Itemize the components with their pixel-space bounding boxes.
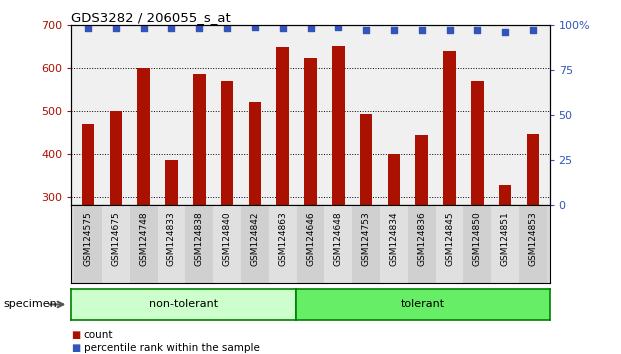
Bar — [269, 205, 297, 283]
Bar — [415, 135, 428, 205]
Point — [389, 27, 399, 33]
Text: GSM124845: GSM124845 — [445, 212, 454, 266]
Bar — [527, 133, 539, 205]
Bar — [102, 205, 130, 283]
Point — [222, 25, 232, 31]
Text: GSM124748: GSM124748 — [139, 212, 148, 266]
Bar — [388, 154, 400, 205]
Bar — [130, 205, 158, 283]
Bar — [471, 81, 484, 205]
Text: GSM124838: GSM124838 — [195, 212, 204, 266]
Bar — [324, 205, 352, 283]
Bar — [360, 114, 373, 205]
Text: count: count — [84, 330, 114, 339]
Point — [194, 25, 204, 31]
Text: non-tolerant: non-tolerant — [150, 299, 219, 309]
Text: GSM124753: GSM124753 — [361, 212, 371, 266]
Bar — [248, 102, 261, 205]
Bar — [352, 205, 380, 283]
Bar — [463, 205, 491, 283]
Bar — [408, 205, 435, 283]
Text: GSM124850: GSM124850 — [473, 212, 482, 266]
Text: ■: ■ — [71, 343, 81, 353]
Point — [278, 25, 288, 31]
Text: GSM124833: GSM124833 — [167, 212, 176, 266]
Text: GSM124842: GSM124842 — [250, 212, 260, 266]
Point — [306, 25, 315, 31]
Bar — [193, 74, 206, 205]
Bar — [380, 205, 408, 283]
Text: GSM124853: GSM124853 — [528, 212, 537, 266]
Bar — [304, 58, 317, 205]
Bar — [276, 47, 289, 205]
Bar — [332, 46, 345, 205]
Text: GSM124646: GSM124646 — [306, 212, 315, 266]
Point — [138, 25, 148, 31]
Text: GSM124834: GSM124834 — [389, 212, 399, 266]
Text: GSM124836: GSM124836 — [417, 212, 426, 266]
Text: GDS3282 / 206055_s_at: GDS3282 / 206055_s_at — [71, 11, 231, 24]
Bar — [158, 205, 186, 283]
Text: GSM124675: GSM124675 — [111, 212, 120, 266]
Bar — [82, 124, 94, 205]
Bar — [435, 205, 463, 283]
Point — [417, 27, 427, 33]
Point — [445, 27, 455, 33]
Point — [111, 25, 121, 31]
Bar — [213, 205, 241, 283]
Text: tolerant: tolerant — [401, 299, 445, 309]
Text: GSM124575: GSM124575 — [84, 212, 93, 266]
Point — [250, 24, 260, 29]
Bar — [74, 205, 102, 283]
Text: percentile rank within the sample: percentile rank within the sample — [84, 343, 260, 353]
Bar — [443, 51, 456, 205]
Point — [333, 24, 343, 29]
Text: GSM124648: GSM124648 — [334, 212, 343, 266]
Text: GSM124863: GSM124863 — [278, 212, 287, 266]
Point — [166, 25, 176, 31]
Point — [361, 27, 371, 33]
Bar — [297, 205, 324, 283]
Bar — [110, 111, 122, 205]
Point — [528, 27, 538, 33]
Bar — [221, 81, 233, 205]
Text: GSM124851: GSM124851 — [501, 212, 510, 266]
Bar — [241, 205, 269, 283]
Bar — [491, 205, 519, 283]
Point — [473, 27, 483, 33]
Text: specimen: specimen — [3, 299, 57, 309]
Bar — [499, 185, 511, 205]
Bar — [519, 205, 547, 283]
Text: ■: ■ — [71, 330, 81, 339]
Bar — [137, 68, 150, 205]
Point — [500, 29, 510, 35]
Bar — [186, 205, 213, 283]
Point — [83, 25, 93, 31]
Text: GSM124840: GSM124840 — [222, 212, 232, 266]
Bar — [165, 160, 178, 205]
